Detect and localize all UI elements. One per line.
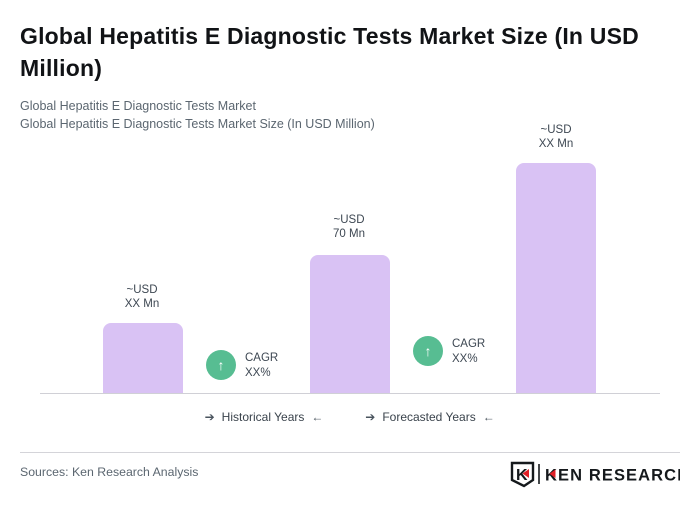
- up-arrow-icon: ↑: [217, 357, 225, 373]
- subtitle-line-1: Global Hepatitis E Diagnostic Tests Mark…: [20, 99, 256, 113]
- bar-value-label-forecast: ~USD XX Mn: [506, 123, 606, 151]
- cagr-title: CAGR: [245, 352, 279, 364]
- logo-icon-letter: K: [516, 467, 528, 484]
- cagr-badge-1: ↑: [206, 350, 236, 380]
- axis-label-historical-years: ➔ Historical Years ←: [164, 410, 364, 424]
- x-axis-line: [40, 393, 660, 394]
- subtitle-line-2: Global Hepatitis E Diagnostic Tests Mark…: [20, 117, 375, 131]
- page-title: Global Hepatitis E Diagnostic Tests Mark…: [20, 23, 639, 81]
- arrow-left-icon: ←: [311, 410, 324, 424]
- logo-brand-red-arrow-icon: [549, 469, 556, 478]
- bar-forecast: [516, 163, 596, 394]
- cagr-value: XX%: [452, 352, 478, 365]
- logo-brand-text: KEN RESEARCH: [545, 467, 680, 485]
- chart-subtitle: Global Hepatitis E Diagnostic Tests Mark…: [20, 97, 375, 133]
- up-arrow-icon: ↑: [424, 343, 432, 359]
- bar-value-line1: ~USD: [126, 284, 158, 296]
- bar-value-line2: XX Mn: [124, 298, 160, 310]
- cagr-label-1: CAGR XX%: [245, 351, 278, 380]
- cagr-label-2: CAGR XX%: [452, 337, 485, 366]
- axis-label-text: Forecasted Years: [382, 410, 476, 424]
- sources-text: Sources: Ken Research Analysis: [20, 465, 199, 479]
- bar-value-line1: ~USD: [540, 124, 572, 136]
- logo-shield-icon: K: [510, 461, 535, 488]
- bar-value-line2: XX Mn: [538, 138, 574, 150]
- bar-value-label-historical: ~USD XX Mn: [92, 283, 192, 311]
- cagr-value: XX%: [245, 366, 271, 379]
- cagr-title: CAGR: [452, 338, 486, 350]
- arrow-right-icon: ➔: [365, 410, 376, 424]
- axis-label-text: Historical Years: [221, 410, 305, 424]
- ken-research-logo: K KEN RESEARCH: [510, 461, 680, 488]
- bar-middle: [310, 255, 390, 394]
- arrow-left-icon: ←: [482, 410, 495, 424]
- bar-value-line2: 70 Mn: [333, 228, 365, 240]
- bar-historical: [103, 323, 183, 394]
- footer-divider: [20, 452, 680, 453]
- cagr-badge-2: ↑: [413, 336, 443, 366]
- bar-value-label-middle: ~USD 70 Mn: [299, 213, 399, 241]
- bar-value-line1: ~USD: [333, 214, 365, 226]
- arrow-right-icon: ➔: [204, 410, 215, 424]
- axis-label-forecasted-years: ➔ Forecasted Years ←: [330, 410, 530, 424]
- logo-red-arrow-icon: [522, 469, 529, 478]
